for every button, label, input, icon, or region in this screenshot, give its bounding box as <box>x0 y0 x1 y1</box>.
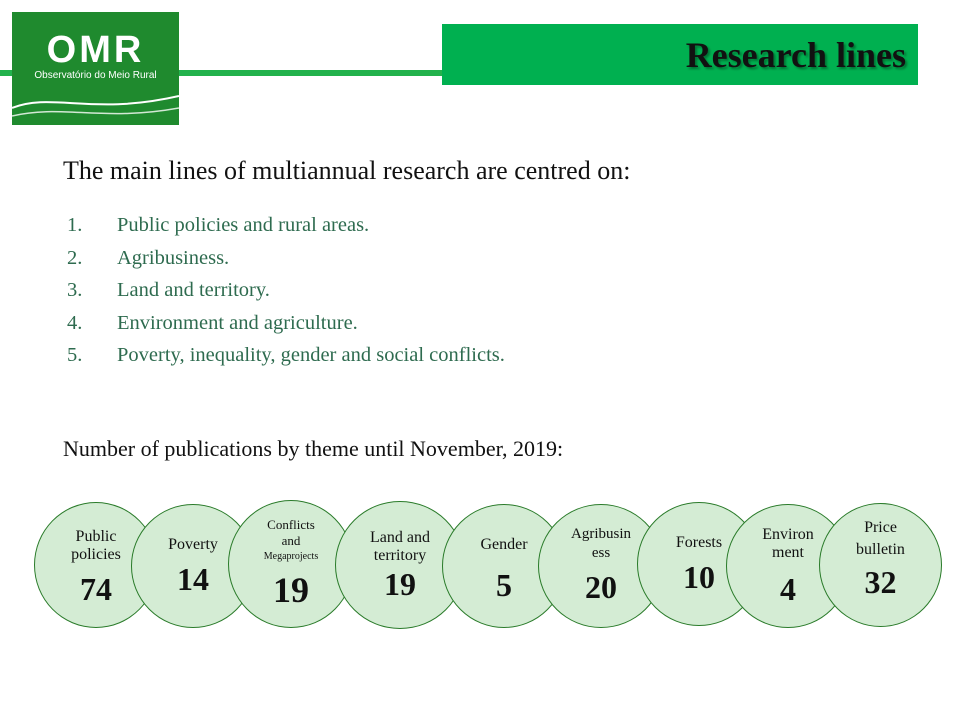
theme-count: 32 <box>864 564 897 600</box>
theme-label: bulletin <box>856 541 905 558</box>
theme-circle-land-territory: Land and territory 19 <box>335 501 465 629</box>
theme-label: Price <box>864 519 897 536</box>
theme-count: 19 <box>273 570 309 610</box>
theme-label: territory <box>373 547 427 564</box>
theme-count: 74 <box>80 571 112 607</box>
theme-circle-conflicts: Conflicts and Megaprojects 19 <box>228 500 354 628</box>
theme-label: Environ <box>762 526 814 543</box>
list-text: Land and territory. <box>117 279 270 301</box>
theme-label: policies <box>71 546 121 563</box>
intro-text: The main lines of multiannual research a… <box>63 156 631 185</box>
research-lines-list: 1. Public policies and rural areas. 2. Agr… <box>67 211 505 374</box>
theme-label: Forests <box>675 534 723 551</box>
list-item: 4. Environment and agriculture. <box>67 309 505 342</box>
logo-title: OMR <box>46 29 145 71</box>
list-number: 4. <box>67 311 83 334</box>
theme-label: Poverty <box>168 536 218 553</box>
theme-label: ess <box>591 545 611 561</box>
header-divider-right <box>179 70 443 76</box>
list-text: Environment and agriculture. <box>117 311 358 334</box>
theme-label: ment <box>772 544 804 561</box>
publications-heading: Number of publications by theme until No… <box>63 436 564 461</box>
omr-logo: OMR Observatório do Meio Rural <box>12 12 179 125</box>
theme-count: 10 <box>683 559 715 595</box>
list-item: 3. Land and territory. <box>67 276 505 309</box>
list-item: 1. Public policies and rural areas. <box>67 211 505 244</box>
theme-label: Megaprojects <box>263 551 319 562</box>
theme-label: Agribusin <box>571 526 631 542</box>
theme-count: 14 <box>177 561 209 597</box>
logo-wave-icon <box>12 95 179 117</box>
theme-count: 4 <box>780 571 796 607</box>
theme-circle-price-bulletin: Price bulletin 32 <box>819 503 942 627</box>
theme-label: Gender <box>480 536 528 553</box>
theme-count: 20 <box>585 569 617 605</box>
list-text: Agribusiness. <box>117 246 230 269</box>
list-number: 2. <box>67 246 83 269</box>
theme-count: 19 <box>384 566 416 602</box>
theme-label: and <box>281 533 301 548</box>
page-title: Research lines <box>685 35 906 75</box>
header-divider-left <box>0 70 12 76</box>
list-text: Public policies and rural areas. <box>117 214 370 236</box>
theme-count: 5 <box>496 567 512 603</box>
logo-subtitle: Observatório do Meio Rural <box>34 70 157 81</box>
theme-label: Conflicts <box>267 517 315 532</box>
theme-label: Public <box>75 528 117 545</box>
title-banner: Research lines <box>442 24 918 85</box>
list-number: 5. <box>67 344 83 366</box>
list-item: 2. Agribusiness. <box>67 244 505 277</box>
list-number: 1. <box>67 214 83 236</box>
list-number: 3. <box>67 279 83 301</box>
theme-label: Land and <box>370 529 430 546</box>
list-item: 5. Poverty, inequality, gender and social… <box>67 341 505 374</box>
list-text: Poverty, inequality, gender and social c… <box>117 344 505 366</box>
